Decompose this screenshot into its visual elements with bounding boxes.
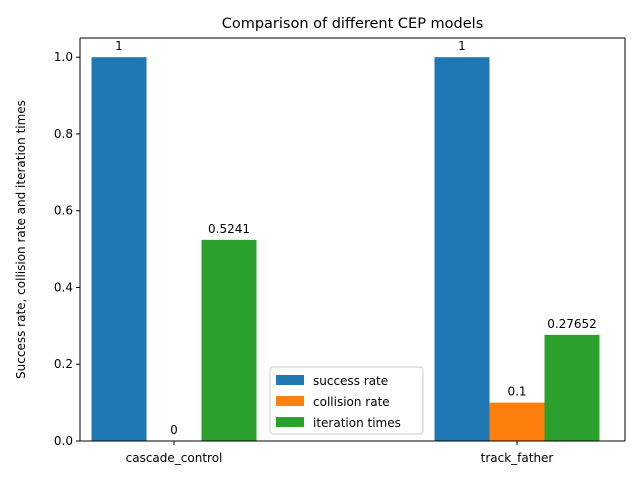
- y-tick-label: 0.6: [54, 204, 73, 218]
- plot-area: 1 1 0 0.1 0.5241 0.27652 0.0 0.2 0.4 0.6 0.8 1.0 cas…: [54, 37, 626, 465]
- bar-success-rate-cascade_control: [91, 57, 147, 441]
- data-label: 0.5241: [208, 222, 250, 236]
- x-tick-label: cascade_control: [126, 451, 223, 465]
- legend-swatch: [276, 396, 304, 406]
- bar-iteration-times-cascade_control: [201, 239, 257, 441]
- chart-title: Comparison of different CEP models: [222, 16, 484, 32]
- x-tick-label: track_father: [481, 451, 554, 465]
- legend: success rate collision rate iteration time…: [269, 366, 424, 435]
- bar-success-rate-track_father: [434, 57, 490, 441]
- data-label: 1: [115, 39, 123, 53]
- y-axis-label: Success rate, collision rate and iterati…: [14, 100, 28, 379]
- bar-iteration-times-track_father: [544, 334, 600, 441]
- legend-entry: iteration times: [313, 416, 401, 430]
- y-tick-label: 0.8: [54, 127, 73, 141]
- legend-swatch: [276, 417, 304, 427]
- data-label: 0.27652: [547, 317, 597, 331]
- legend-box: [269, 366, 424, 435]
- y-tick-label: 0.2: [54, 357, 73, 371]
- bar-collision-rate-track_father: [489, 402, 545, 441]
- legend-entry: success rate: [313, 374, 388, 388]
- data-label: 0: [170, 423, 178, 437]
- legend-entry: collision rate: [313, 395, 390, 409]
- y-tick-label: 0.4: [54, 280, 73, 294]
- y-tick-label: 0.0: [54, 434, 73, 448]
- data-label: 0.1: [507, 385, 526, 399]
- data-label: 1: [458, 39, 466, 53]
- y-tick-label: 1.0: [54, 50, 73, 64]
- legend-swatch: [276, 375, 304, 385]
